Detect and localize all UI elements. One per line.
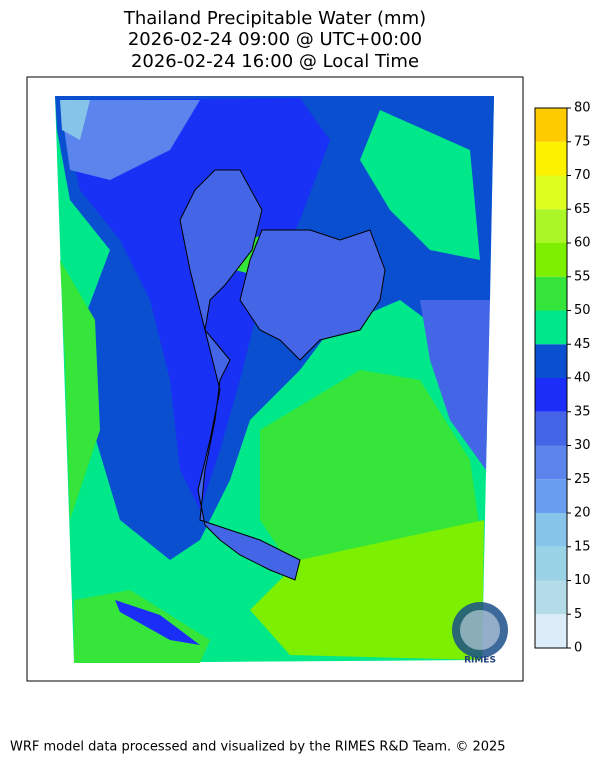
title-line: 2026-02-24 09:00 @ UTC+00:00 — [128, 29, 422, 50]
tick-label: 30 — [574, 438, 591, 453]
tick-label: 40 — [574, 371, 591, 386]
footer: WRF model data processed and visualized … — [10, 740, 506, 755]
title-line: Thailand Precipitable Water (mm) — [123, 8, 426, 29]
colorbar-segment — [535, 411, 567, 446]
tick-label: 25 — [574, 472, 591, 487]
colorbar-segment — [535, 209, 567, 243]
colorbar-segment — [535, 175, 567, 210]
tick-label: 35 — [574, 404, 591, 419]
colorbar-segment — [535, 479, 567, 513]
colorbar-segment — [535, 546, 567, 581]
colorbar-segment — [535, 580, 567, 615]
colorbar: 0 5 10 15 20 25 30 35 40 45 50 55 60 65 70 75 80 — [534, 101, 591, 656]
colorbar-segment — [535, 344, 567, 378]
tick-label: 65 — [574, 202, 591, 217]
tick-label: 15 — [574, 539, 591, 554]
colorbar-segment — [535, 310, 567, 345]
colorbar-segment — [535, 445, 567, 480]
colorbar-segment — [535, 614, 567, 648]
tick-label: 5 — [574, 607, 582, 622]
tick-label: 60 — [574, 236, 591, 251]
colorbar-segment — [535, 141, 567, 176]
logo-text: RIMES — [464, 656, 496, 666]
map: RIMES — [55, 96, 508, 666]
tick-label: 70 — [574, 168, 591, 183]
title-line: 2026-02-24 16:00 @ Local Time — [131, 51, 419, 72]
colorbar-segment — [535, 108, 567, 142]
tick-label: 0 — [574, 641, 582, 656]
colorbar-segment — [535, 243, 567, 277]
tick-label: 55 — [574, 269, 591, 284]
tick-label: 75 — [574, 134, 591, 149]
colorbar-segment — [535, 378, 567, 412]
tick-label: 50 — [574, 303, 591, 318]
tick-label: 20 — [574, 506, 591, 521]
tick-label: 80 — [574, 101, 591, 116]
colorbar-segment — [535, 513, 567, 547]
tick-label: 10 — [574, 573, 591, 588]
tick-label: 45 — [574, 337, 591, 352]
colorbar-segment — [535, 276, 567, 311]
